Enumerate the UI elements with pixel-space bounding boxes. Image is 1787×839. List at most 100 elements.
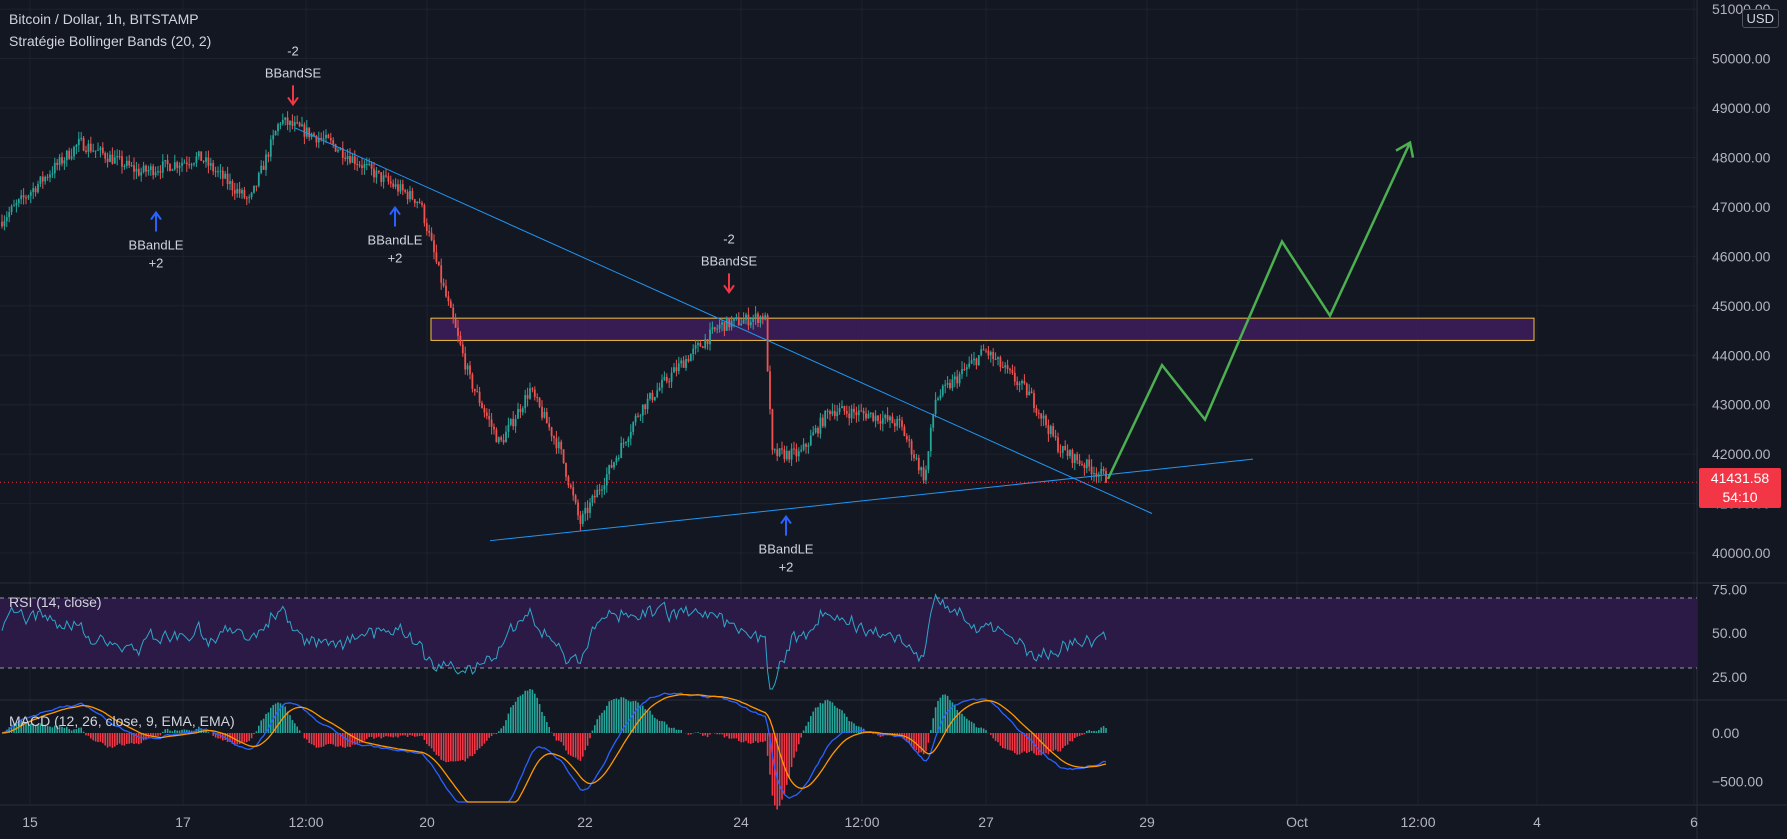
- rsi-tick: 50.00: [1712, 625, 1747, 641]
- candle-body: [1076, 454, 1079, 461]
- candle-body: [401, 184, 404, 191]
- candle-body: [692, 348, 695, 355]
- rsi-label[interactable]: RSI (14, close): [9, 594, 102, 610]
- candle-body: [953, 376, 956, 380]
- macd-label[interactable]: MACD (12, 26, close, 9, EMA, EMA): [9, 713, 235, 729]
- price-tick: 48000.00: [1712, 149, 1771, 165]
- candle-body: [73, 146, 75, 157]
- candle-body: [512, 418, 515, 427]
- candle-body: [557, 441, 560, 449]
- candle-body: [473, 388, 476, 392]
- candle-body: [965, 367, 968, 370]
- candle-body: [68, 150, 71, 159]
- candle-body: [1069, 450, 1071, 456]
- candle-body: [985, 350, 987, 352]
- candle-body: [658, 387, 661, 391]
- candle-body: [673, 367, 675, 373]
- candle-body: [284, 117, 287, 120]
- candle-body: [826, 410, 829, 412]
- candle-body: [694, 345, 697, 349]
- candle-body: [435, 252, 438, 262]
- candle-body: [77, 138, 80, 145]
- candle-body: [1052, 426, 1055, 436]
- candle-body: [385, 175, 387, 177]
- candle-body: [848, 413, 851, 419]
- time-tick: 22: [577, 814, 593, 830]
- candle-body: [63, 160, 66, 164]
- candle-body: [761, 316, 764, 320]
- candle-body: [224, 173, 227, 179]
- strategy-legend[interactable]: Stratégie Bollinger Bands (20, 2): [9, 33, 212, 49]
- candle-body: [332, 140, 335, 145]
- price-tick: 45000.00: [1712, 298, 1771, 314]
- candle-body: [781, 448, 783, 450]
- candle-body: [171, 169, 174, 171]
- candle-body: [1047, 425, 1050, 434]
- candle-body: [922, 467, 925, 481]
- candle-body: [101, 147, 104, 154]
- candle-body: [46, 176, 49, 178]
- candle-body: [51, 173, 54, 175]
- candle-body: [891, 416, 894, 424]
- short-arrow-icon: [723, 273, 735, 295]
- time-tick: 20: [419, 814, 435, 830]
- currency-badge[interactable]: USD: [1741, 9, 1779, 28]
- candle-body: [771, 409, 774, 450]
- candle-body: [193, 163, 195, 165]
- candle-body: [980, 349, 983, 356]
- candle-body: [603, 485, 606, 490]
- candle-body: [913, 454, 915, 458]
- candle-body: [541, 406, 543, 418]
- price-tick: 47000.00: [1712, 199, 1771, 215]
- candle-body: [697, 343, 699, 346]
- candle-body: [989, 352, 992, 356]
- candle-body: [737, 317, 740, 326]
- long-arrow-icon: [150, 210, 162, 232]
- candle-body: [1018, 383, 1021, 386]
- candle-body: [325, 134, 327, 139]
- candle-body: [668, 381, 671, 383]
- candle-body: [1066, 450, 1069, 456]
- candle-body: [382, 175, 385, 182]
- candle-body: [380, 172, 383, 182]
- candle-body: [445, 285, 447, 297]
- candle-body: [411, 190, 414, 200]
- signal-name: BBandLE: [129, 237, 184, 252]
- candle-body: [620, 442, 623, 458]
- candle-body: [442, 282, 445, 286]
- candle-body: [589, 502, 591, 513]
- candle-body: [905, 436, 908, 440]
- long-arrow-icon: [780, 514, 792, 536]
- candle-body: [865, 413, 867, 419]
- candle-body: [709, 329, 711, 345]
- candle-body: [538, 397, 541, 407]
- candle-body: [476, 391, 479, 393]
- bar-countdown: 54:10: [1722, 489, 1758, 505]
- candle-body: [5, 217, 8, 222]
- rsi-tick: 25.00: [1712, 669, 1747, 685]
- candle-body: [291, 120, 294, 126]
- resistance-zone-rect: [430, 317, 1535, 341]
- candle-body: [574, 495, 577, 503]
- candle-body: [869, 412, 872, 415]
- candle-body: [202, 160, 205, 162]
- candle-body: [58, 157, 61, 165]
- candle-body: [149, 166, 152, 170]
- candle-body: [879, 421, 882, 424]
- last-price-value: 41431.58: [1710, 470, 1770, 486]
- signal-name: BBandSE: [701, 253, 758, 268]
- candle-body: [25, 197, 27, 199]
- candle-body: [785, 451, 788, 460]
- candle-body: [889, 416, 891, 421]
- symbol-title[interactable]: Bitcoin / Dollar, 1h, BITSTAMP: [9, 11, 199, 27]
- candle-body: [783, 449, 786, 460]
- time-tick: 15: [22, 814, 38, 830]
- candle-body: [773, 449, 776, 451]
- candle-body: [821, 417, 824, 427]
- candle-body: [961, 369, 963, 375]
- candle-body: [248, 197, 251, 199]
- candle-body: [968, 363, 971, 368]
- candle-body: [387, 176, 390, 182]
- candle-body: [1040, 413, 1043, 419]
